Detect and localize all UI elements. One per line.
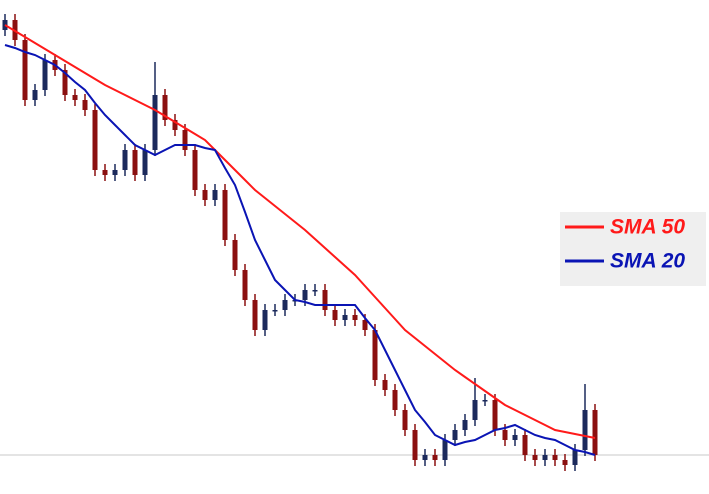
candle-body [282, 300, 288, 310]
candle-body [72, 95, 78, 100]
candle-body [302, 290, 308, 300]
candle-body [332, 310, 338, 320]
candle-body [572, 450, 578, 465]
candle-body [472, 400, 478, 420]
candle-body [32, 90, 38, 100]
candle-body [492, 400, 498, 430]
candle-body [562, 460, 568, 465]
candle-body [372, 330, 378, 380]
candle-body [262, 310, 268, 330]
candle-body [122, 150, 128, 170]
candle-body [192, 150, 198, 190]
candle-body [42, 60, 48, 90]
candle-body [312, 290, 318, 292]
candle-body [252, 300, 258, 330]
legend: SMA 50 SMA 20 [565, 216, 685, 273]
candle-body [382, 380, 388, 390]
candle-body [82, 100, 88, 110]
candle-body [102, 170, 108, 175]
legend-label: SMA 50 [610, 216, 685, 239]
candle-body [392, 390, 398, 410]
sma-line [4, 44, 596, 456]
candle-body [202, 190, 208, 200]
candle-body [162, 95, 168, 120]
candle-body [462, 420, 468, 430]
candle-body [592, 410, 598, 455]
candle-body [242, 270, 248, 300]
candle-body [232, 240, 238, 270]
candle-body [582, 410, 588, 450]
candle-body [172, 120, 178, 130]
candle-body [62, 70, 68, 95]
candle-body [182, 130, 188, 150]
candle-body [442, 440, 448, 460]
candle-body [542, 455, 548, 460]
sma-line [4, 24, 596, 439]
candle-body [22, 40, 28, 100]
candle-body [422, 455, 428, 460]
candle-body [222, 190, 228, 240]
candle-body [142, 150, 148, 175]
candle-body [532, 455, 538, 460]
legend-label: SMA 20 [610, 250, 685, 273]
candle-body [132, 150, 138, 175]
candle-body [432, 455, 438, 460]
candle-body [482, 400, 488, 402]
candle-body [522, 435, 528, 455]
candle-body [352, 315, 358, 320]
candle-body [452, 430, 458, 440]
candle-body [212, 190, 218, 200]
candle-body [322, 290, 328, 310]
candle-body [502, 430, 508, 440]
plot-area [0, 14, 709, 471]
candle-body [402, 410, 408, 430]
candle-body [272, 310, 278, 312]
candle-body [552, 455, 558, 460]
candle-body [362, 320, 368, 330]
candle-body [412, 430, 418, 460]
candle-body [342, 315, 348, 320]
candle-body [152, 95, 158, 150]
candle-body [112, 170, 118, 175]
legend-box [560, 212, 706, 286]
candle-body [512, 435, 518, 440]
candle-body [92, 110, 98, 170]
